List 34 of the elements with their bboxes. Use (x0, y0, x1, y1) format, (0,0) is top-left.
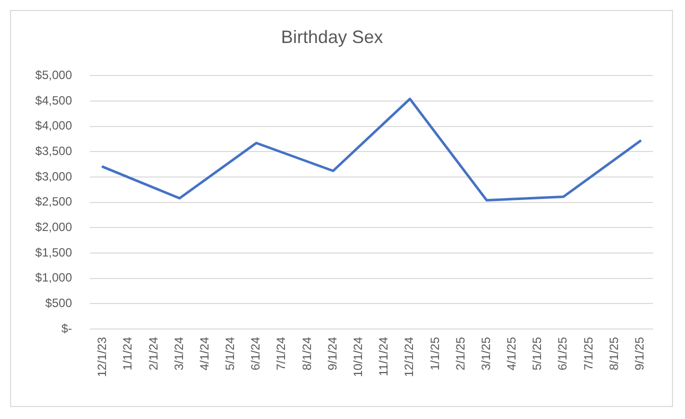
x-tick-label: 1/1/24 (120, 336, 135, 370)
x-tick-label: 10/1/24 (351, 336, 366, 378)
y-tick-label: $2,000 (35, 220, 72, 234)
x-tick-label: 3/1/25 (478, 336, 493, 370)
x-tick-label: 5/1/25 (530, 336, 544, 370)
y-tick-label: $1,500 (35, 245, 72, 260)
x-tick-label: 9/1/24 (325, 336, 340, 370)
chart-title: Birthday Sex (280, 26, 384, 47)
x-tick-label: 4/1/25 (504, 336, 519, 370)
y-tick-label: $3,000 (35, 169, 72, 184)
x-tick-label: 3/1/24 (172, 336, 186, 370)
x-tick-label: 2/1/24 (146, 336, 160, 370)
x-tick-label: 5/1/24 (223, 336, 238, 370)
x-tick-label: 4/1/24 (197, 336, 212, 370)
y-tick-label: $- (61, 321, 72, 336)
y-tick-label: $1,000 (35, 270, 72, 285)
y-tick-label: $3,500 (35, 144, 72, 158)
x-tick-label: 12/1/23 (95, 336, 110, 378)
y-tick-label: $5,000 (35, 68, 72, 82)
x-tick-label: 7/1/25 (581, 336, 596, 370)
x-tick-label: 11/1/24 (376, 336, 391, 376)
x-tick-label: 12/1/24 (402, 336, 416, 378)
x-tick-label: 9/1/25 (632, 336, 647, 370)
y-tick-label: $4,500 (35, 93, 72, 108)
x-tick-label: 6/1/25 (556, 336, 570, 370)
x-tick-label: 8/1/24 (300, 336, 314, 370)
x-tick-label: 1/1/25 (428, 336, 442, 370)
x-tick-label: 6/1/24 (248, 336, 263, 370)
y-tick-label: $4,000 (35, 118, 72, 133)
y-tick-label: $2,500 (35, 194, 72, 209)
x-tick-label: 8/1/25 (606, 336, 621, 370)
x-tick-label: 2/1/25 (453, 336, 468, 370)
x-tick-label: 7/1/24 (274, 336, 288, 370)
y-tick-label: $500 (45, 296, 72, 310)
